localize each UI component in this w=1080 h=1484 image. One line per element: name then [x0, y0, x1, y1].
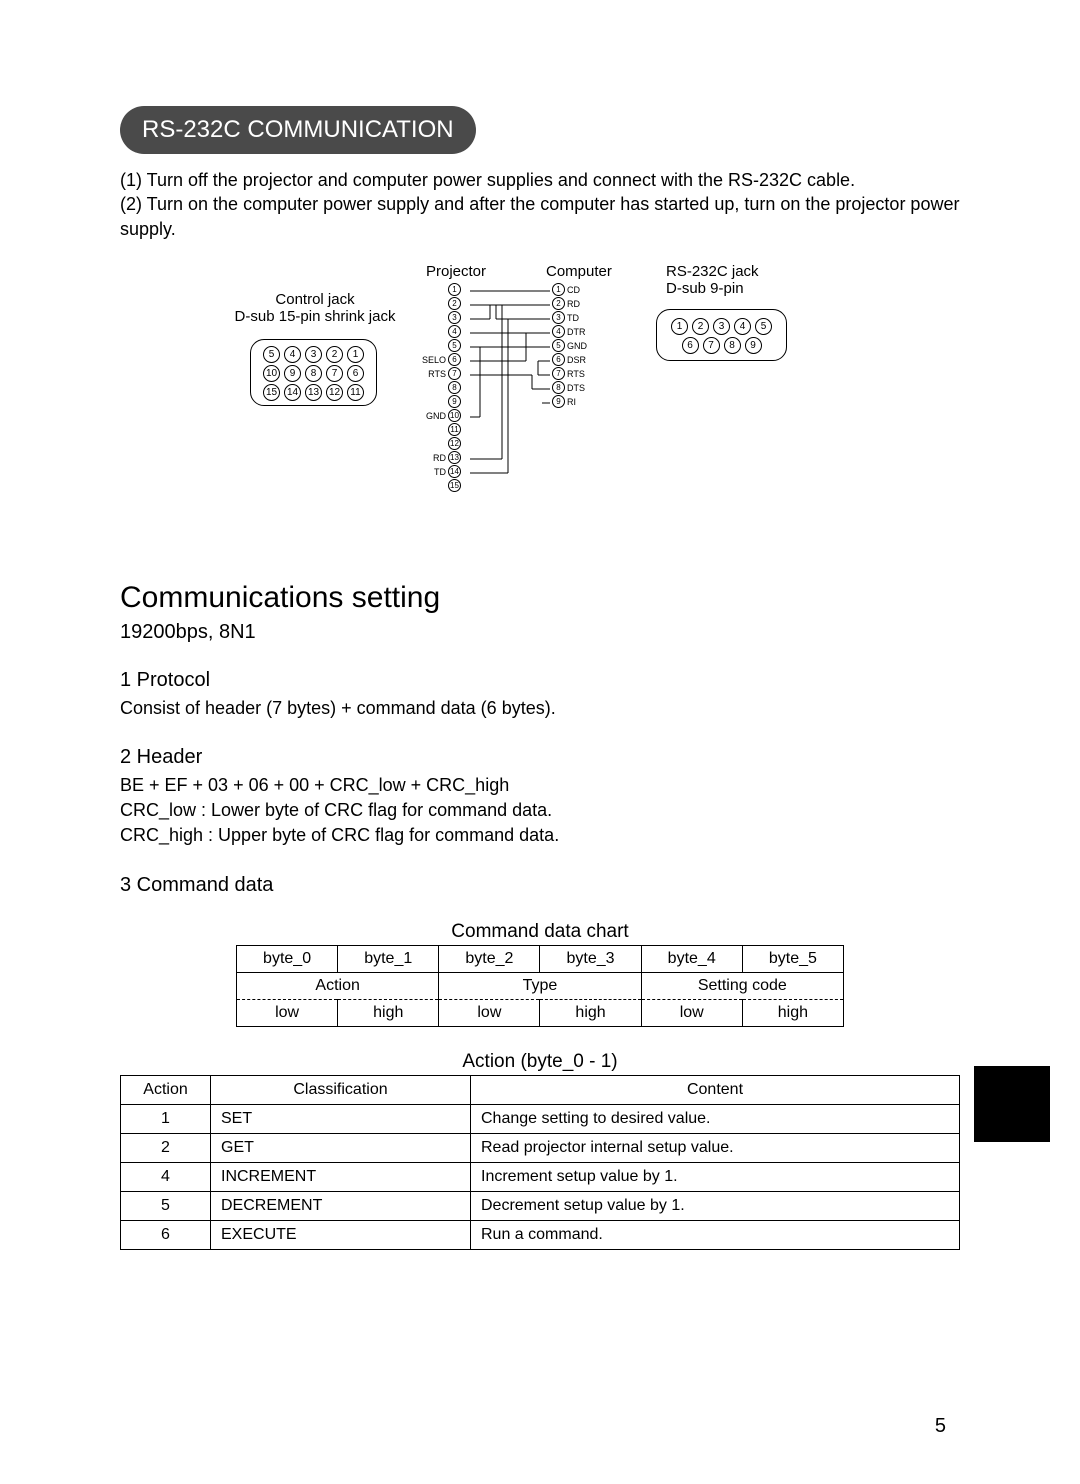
wiring-lines	[466, 283, 566, 503]
intro-line: (2) Turn on the computer power supply an…	[120, 192, 960, 241]
action-table-caption: Action (byte_0 - 1)	[120, 1051, 960, 1073]
page-number: 5	[935, 1415, 946, 1438]
intro-line: (1) Turn off the projector and computer …	[120, 168, 960, 192]
command-data-section-title: 3 Command data	[120, 871, 960, 899]
control-jack-label: Control jack D-sub 15-pin shrink jack	[210, 291, 420, 325]
page-edge-tab	[974, 1066, 1050, 1142]
header-section: 2 Header BE + EF + 03 + 06 + 00 + CRC_lo…	[120, 743, 960, 849]
section-title-pill: RS-232C COMMUNICATION	[120, 106, 476, 154]
projector-pins: 12345SELO6RTS789GND101112RD13TD1415	[418, 283, 461, 493]
communications-setting-heading: Communications setting	[120, 581, 960, 615]
dsub15-connector: 543211098761514131211	[250, 339, 377, 406]
action-table: ActionClassificationContent 1SETChange s…	[120, 1075, 960, 1250]
wiring-diagram: Control jack D-sub 15-pin shrink jack 54…	[120, 269, 960, 509]
intro-text: (1) Turn off the projector and computer …	[120, 168, 960, 241]
command-data-chart-table: byte_0byte_1byte_2byte_3byte_4byte_5 Act…	[236, 945, 844, 1027]
rs232-jack-label: RS-232C jack D-sub 9-pin	[666, 263, 759, 297]
projector-column-label: Projector	[426, 263, 486, 280]
command-data-chart-caption: Command data chart	[120, 921, 960, 943]
protocol-section: 1 Protocol Consist of header (7 bytes) +…	[120, 666, 960, 721]
baud-rate: 19200bps, 8N1	[120, 621, 960, 644]
dsub9-connector: 123456789	[656, 309, 787, 361]
computer-column-label: Computer	[546, 263, 612, 280]
